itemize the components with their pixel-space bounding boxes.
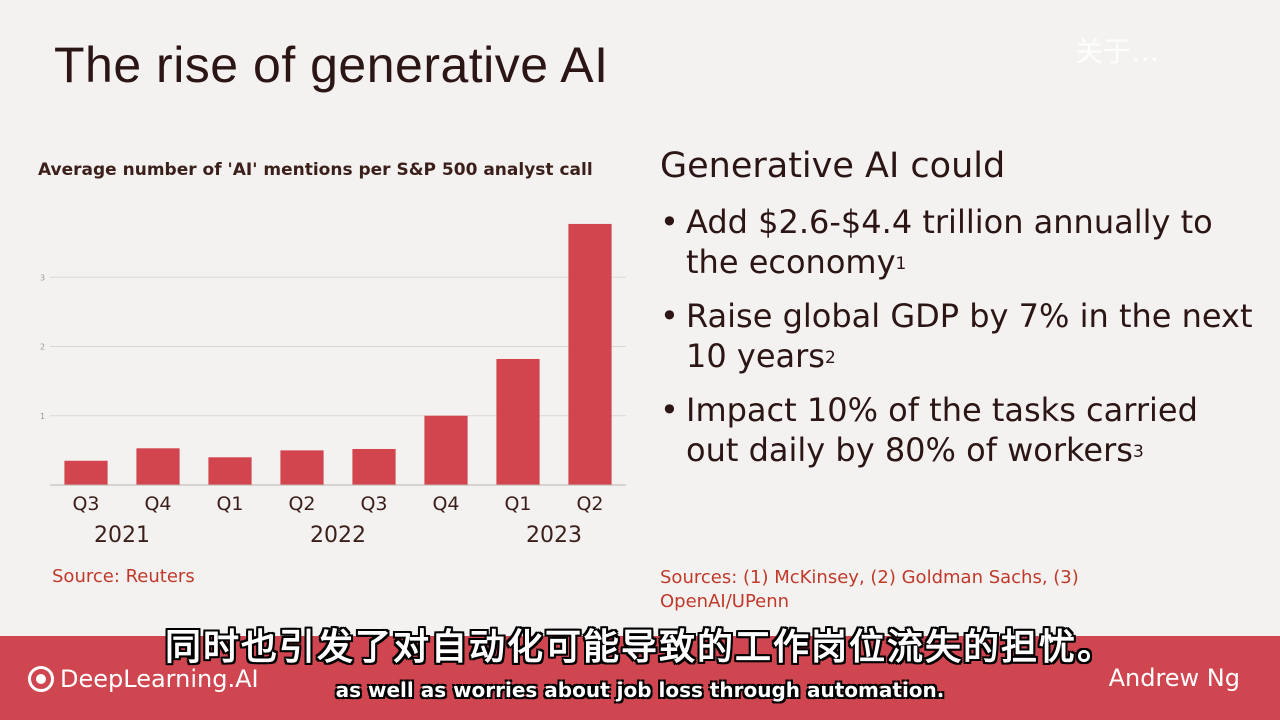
- x-tick-label: Q3: [72, 493, 99, 515]
- y-tick-label: 3: [40, 273, 45, 282]
- bullet-list: Add $2.6-$4.4 trillion annually to the e…: [660, 202, 1260, 484]
- year-label: 2022: [310, 523, 366, 548]
- bullet-text: Raise global GDP by 7% in the next 10 ye…: [686, 297, 1253, 375]
- bar: [136, 448, 180, 485]
- brand-logo: DeepLearning.AI: [28, 665, 259, 693]
- right-heading: Generative AI could: [660, 146, 1006, 186]
- bar: [352, 448, 396, 485]
- presenter-name: Andrew Ng: [1108, 664, 1240, 692]
- x-tick-label: Q3: [360, 493, 387, 515]
- footnote-marker: 1: [895, 254, 907, 274]
- footer-bar: [0, 636, 1280, 720]
- bar: [208, 457, 252, 485]
- chart-source: Source: Reuters: [52, 566, 195, 587]
- subtitle-chinese: 同时也引发了对自动化可能导致的工作岗位流失的担忧。: [164, 627, 1115, 668]
- x-tick-label: Q1: [216, 493, 243, 515]
- bullet-text: Add $2.6-$4.4 trillion annually to the e…: [686, 203, 1213, 281]
- deeplearning-logo-icon: [28, 666, 54, 692]
- bullet-item: Raise global GDP by 7% in the next 10 ye…: [660, 296, 1260, 376]
- footnote-marker: 2: [824, 348, 836, 368]
- slide-title: The rise of generative AI: [54, 37, 609, 93]
- x-tick-label: Q4: [144, 493, 171, 515]
- subtitle-english: as well as worries about job loss throug…: [335, 678, 945, 702]
- x-tick-label: Q2: [288, 493, 315, 515]
- y-tick-label: 2: [40, 343, 45, 352]
- bullet-item: Add $2.6-$4.4 trillion annually to the e…: [660, 202, 1260, 282]
- chart-title: Average number of 'AI' mentions per S&P …: [38, 160, 593, 180]
- bullet-text: Impact 10% of the tasks carried out dail…: [686, 391, 1198, 469]
- bar: [280, 450, 324, 485]
- slide: The rise of generative AI 关于… Average nu…: [0, 0, 1280, 636]
- y-tick-label: 1: [40, 412, 45, 421]
- bar: [64, 460, 108, 485]
- x-tick-label: Q1: [504, 493, 531, 515]
- footnote-marker: 3: [1132, 442, 1144, 462]
- x-tick-label: Q4: [432, 493, 459, 515]
- bar: [496, 358, 540, 485]
- bar-chart: 1 2 3 Q3 Q4 Q1 Q2 Q3 Q4 Q1 Q2 2021 2022 2023: [40, 223, 626, 548]
- bullet-item: Impact 10% of the tasks carried out dail…: [660, 390, 1260, 470]
- watermark: 关于…: [1075, 35, 1160, 68]
- sources-note: Sources: (1) McKinsey, (2) Goldman Sachs…: [660, 567, 1079, 612]
- brand-name: DeepLearning.AI: [60, 665, 259, 693]
- bar: [424, 415, 468, 485]
- bar: [568, 223, 612, 486]
- x-tick-label: Q2: [576, 493, 603, 515]
- year-label: 2023: [526, 523, 582, 548]
- year-label: 2021: [94, 523, 150, 548]
